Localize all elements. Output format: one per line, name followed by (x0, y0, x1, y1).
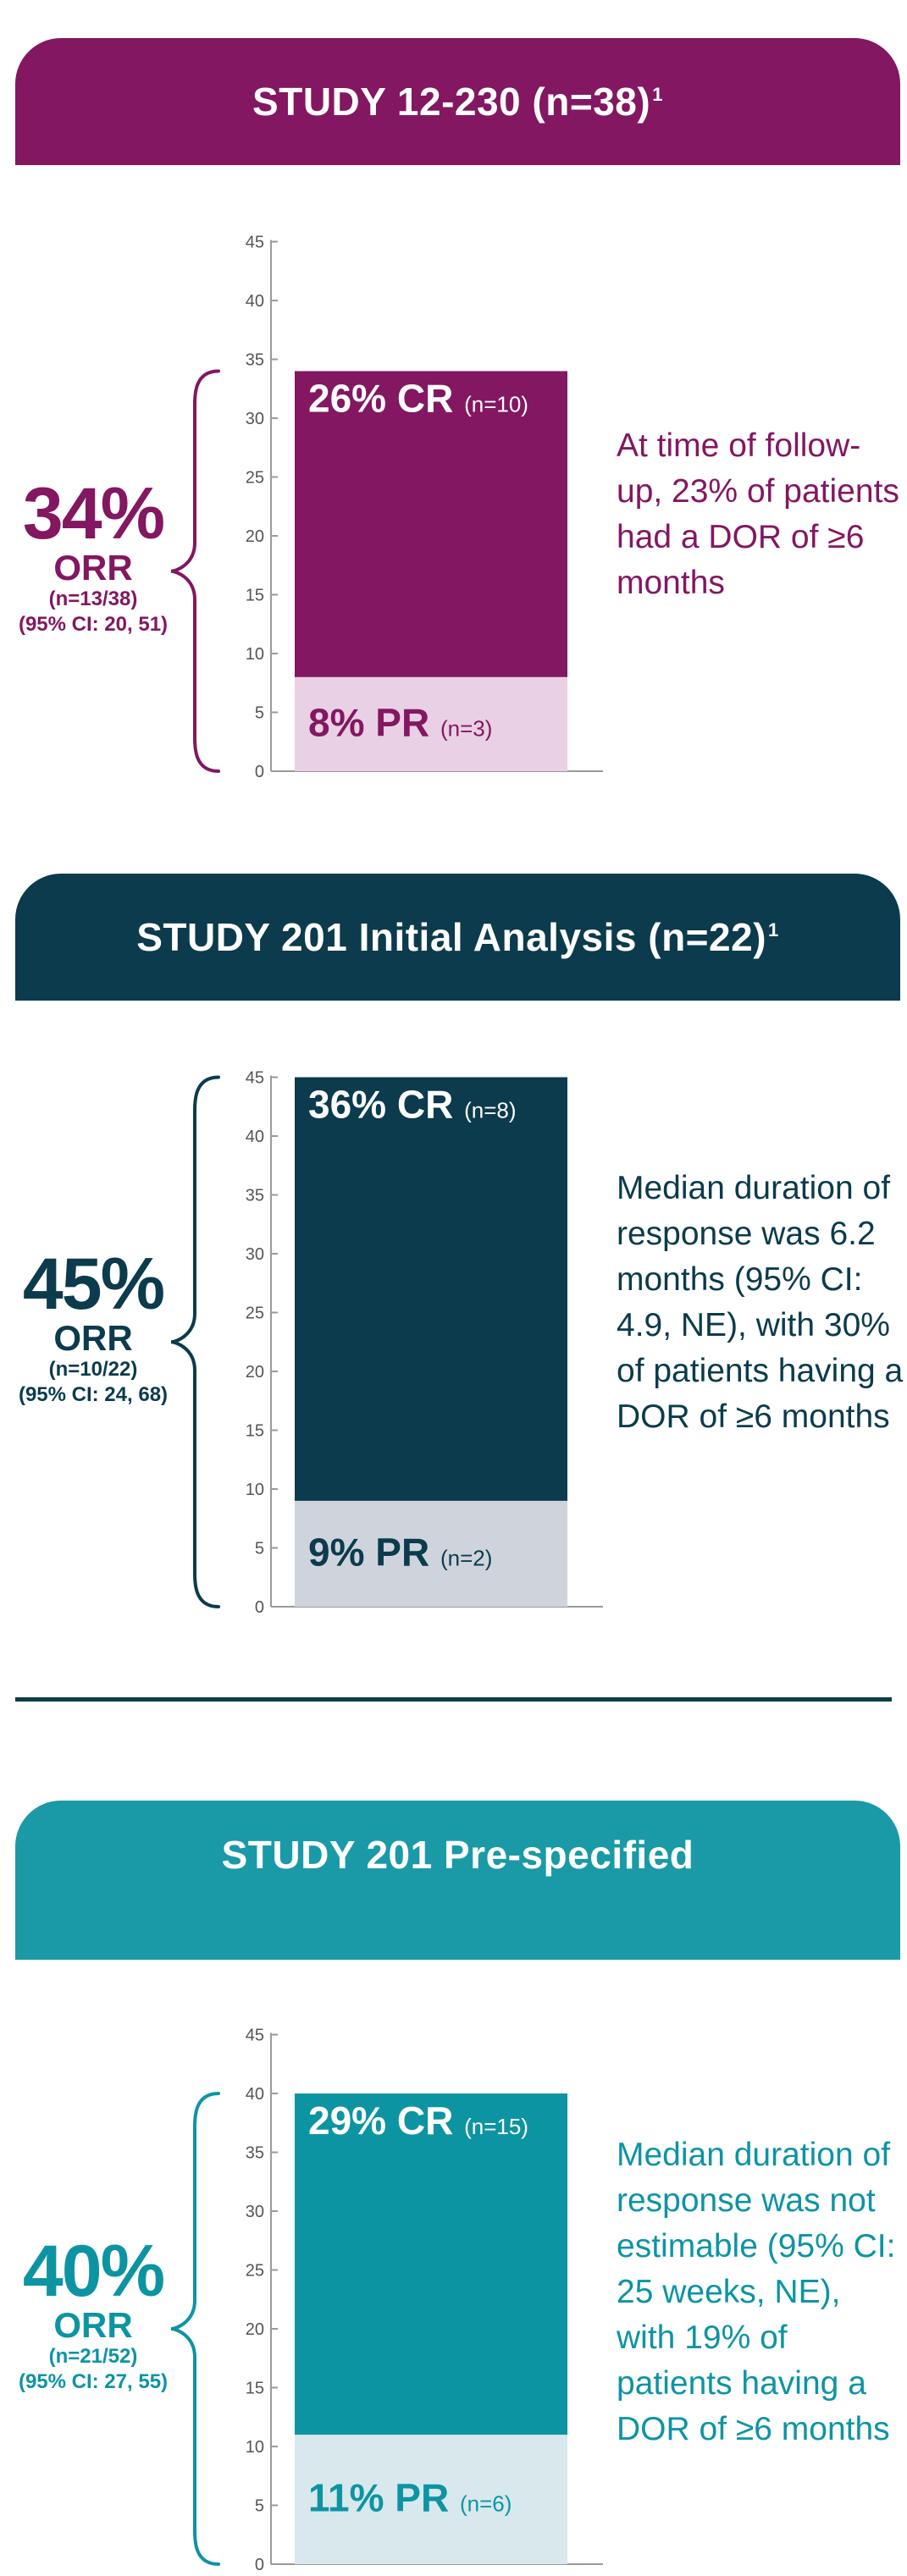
orr-percent: 34% (22, 472, 165, 554)
bar-label-n: (n=15) (464, 2114, 528, 2139)
section-header: STUDY 201 Initial Analysis (n=22) 1 (15, 874, 900, 1001)
y-tick-label: 45 (246, 234, 264, 252)
y-tick-label: 35 (246, 351, 264, 370)
y-tick-label: 45 (246, 1069, 264, 1088)
orr-summary: 34% ORR (n=13/38) (95% CI: 20, 51) (0, 472, 186, 637)
y-tick-label: 5 (255, 1540, 264, 1558)
y-tick-label: 25 (246, 469, 264, 488)
bar-label-pr: 9% PR (n=2) (308, 1530, 492, 1574)
bracket-brace (170, 369, 220, 773)
bar-segment-cr (295, 1077, 567, 1501)
y-tick-label: 35 (246, 2144, 264, 2163)
study-201-initial-section: STUDY 201 Initial Analysis (n=22) 1 0 5 10 1… (0, 874, 907, 1619)
bar-label-n: (n=3) (440, 715, 492, 741)
y-tick-label: 10 (246, 1481, 264, 1499)
bar-segment-pr (295, 1500, 567, 1607)
orr-ci: (95% CI: 20, 51) (18, 612, 169, 636)
bracket-brace (170, 2092, 220, 2566)
bar-segment-cr (295, 371, 567, 677)
bar-label-percent: 26% CR (308, 376, 464, 420)
orr-summary: 40% ORR (n=21/52) (95% CI: 27, 55) (0, 2231, 186, 2395)
section-header: STUDY 201 Pre-specified (15, 1801, 900, 1960)
header-title: STUDY 12-230 (n=38) (252, 80, 651, 124)
y-tick-label: 10 (246, 2438, 264, 2457)
bar-label-cr: 36% CR (n=8) (308, 1083, 517, 1127)
bar-chart: 0 5 10 15 20 25 30 35 40 45 8% PR (n=3) 26% CR (n=1… (170, 234, 603, 781)
y-tick-label: 0 (255, 763, 264, 781)
bar-label-n: (n=8) (464, 1098, 516, 1123)
y-tick-label: 45 (246, 2027, 264, 2045)
y-tick-label: 20 (246, 1363, 264, 1382)
y-tick-label: 15 (246, 1422, 264, 1441)
orr-label: ORR (53, 2305, 133, 2345)
header-title: STUDY 201 Pre-specified (221, 1833, 694, 1877)
study-12-230-section: STUDY 12-230 (n=38) 1 0 5 10 15 20 25 30 35 40 45 8… (0, 38, 907, 783)
orr-n: (n=21/52) (48, 2345, 138, 2368)
bar-label-pr: 11% PR (n=6) (308, 2476, 512, 2520)
y-tick-label: 20 (246, 527, 264, 546)
y-tick-label: 40 (246, 1128, 264, 1146)
bar-label-n: (n=6) (460, 2491, 512, 2517)
header-superscript: 1 (768, 919, 779, 940)
y-tick-label: 5 (255, 704, 264, 723)
orr-percent: 40% (22, 2231, 165, 2312)
bar-segment-pr (295, 676, 567, 771)
y-tick-label: 35 (246, 1187, 264, 1205)
bar-label-percent: 11% PR (308, 2476, 460, 2520)
header-title: STUDY 201 Initial Analysis (n=22) (136, 915, 767, 959)
dor-note: At time of follow-up, 23% of patients ha… (617, 427, 899, 601)
bar-label-n: (n=2) (440, 1545, 492, 1570)
bar-label-percent: 36% CR (308, 1083, 464, 1127)
bar-label-percent: 29% CR (308, 2099, 464, 2143)
study-201-prespecified-section: STUDY 201 Pre-specified 0 5 10 15 20 25 30 35 40… (0, 1801, 907, 2574)
y-tick-label: 0 (255, 2556, 264, 2574)
orr-summary: 45% ORR (n=10/22) (95% CI: 24, 68) (0, 1244, 186, 1408)
orr-percent: 45% (22, 1244, 165, 1326)
bar-label-cr: 29% CR (n=15) (308, 2099, 528, 2143)
orr-n: (n=13/38) (48, 587, 138, 610)
bar-label-percent: 8% PR (308, 700, 440, 744)
y-tick-label: 0 (255, 1598, 264, 1617)
orr-label: ORR (53, 1318, 133, 1359)
orr-ci: (95% CI: 24, 68) (18, 1383, 169, 1407)
bar-segment-pr (295, 2435, 567, 2564)
section-divider (15, 1697, 892, 1702)
y-tick-label: 20 (246, 2320, 264, 2339)
bar-segment-cr (295, 2093, 567, 2435)
bar-label-percent: 9% PR (308, 1530, 440, 1574)
y-tick-label: 30 (246, 1245, 264, 1264)
dor-note: Median duration of response was 6.2 mont… (617, 1170, 904, 1435)
orr-n: (n=10/22) (48, 1358, 138, 1382)
orr-ci: (95% CI: 27, 55) (18, 2370, 169, 2393)
bar-label-n: (n=10) (464, 391, 528, 416)
y-tick-label: 30 (246, 410, 264, 428)
header-superscript: 1 (652, 84, 663, 105)
y-tick-label: 15 (246, 2380, 264, 2398)
y-tick-label: 40 (246, 292, 264, 311)
bar-chart: 0 5 10 15 20 25 30 35 40 45 9% PR (n=2) 36% CR (n=8… (170, 1069, 603, 1617)
bracket-brace (170, 1075, 220, 1608)
bar-label-cr: 26% CR (n=10) (308, 376, 528, 420)
orr-label: ORR (53, 547, 133, 587)
y-tick-label: 40 (246, 2085, 264, 2104)
y-tick-label: 15 (246, 587, 264, 605)
dor-note: Median duration of response was not esti… (617, 2137, 896, 2447)
y-tick-label: 30 (246, 2203, 264, 2221)
bar-chart: 0 5 10 15 20 25 30 35 40 45 11% PR (n=6) 29% CR (n=… (170, 2027, 603, 2574)
y-tick-label: 25 (246, 2262, 264, 2281)
y-tick-label: 5 (255, 2497, 264, 2516)
bar-label-pr: 8% PR (n=3) (308, 700, 492, 744)
y-tick-label: 25 (246, 1305, 264, 1323)
y-tick-label: 10 (246, 645, 264, 664)
section-header: STUDY 12-230 (n=38) 1 (15, 38, 900, 165)
